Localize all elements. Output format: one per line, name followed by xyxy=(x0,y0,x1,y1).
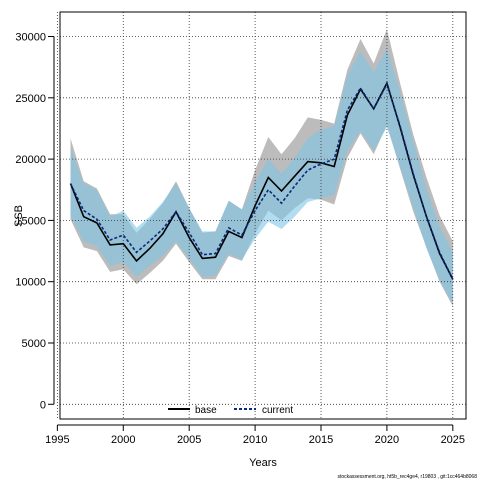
series-line-current xyxy=(69,82,454,280)
x-tick-label: 2005 xyxy=(177,434,201,446)
x-tick-label: 2025 xyxy=(441,434,465,446)
y-tick-label: 15000 xyxy=(15,215,46,227)
plot-frame xyxy=(59,11,467,420)
x-axis-title: Years xyxy=(249,457,277,469)
x-tick-label: 2015 xyxy=(309,434,333,446)
y-tick-label: 5000 xyxy=(22,338,46,350)
y-tick-label: 30000 xyxy=(15,32,46,44)
series-lines xyxy=(69,80,454,280)
y-tick-label: 25000 xyxy=(15,93,46,105)
series-line-base xyxy=(69,80,454,280)
confidence-bands xyxy=(70,29,453,307)
x-tick-label: 2010 xyxy=(243,434,267,446)
legend-label-current: current xyxy=(262,405,293,416)
band-current xyxy=(70,48,453,304)
legend: base current xyxy=(168,405,293,416)
x-tick-label: 1995 xyxy=(45,434,69,446)
y-axis: 0 5000 10000 15000 20000 25000 30000 xyxy=(15,32,55,411)
footnote: stockassessment.org, ht5b_rec4ge4, r1980… xyxy=(337,474,477,480)
x-axis: 1995 2000 2005 2010 2015 2020 2025 xyxy=(45,424,465,446)
y-tick-label: 10000 xyxy=(15,277,46,289)
legend-label-base: base xyxy=(195,405,217,416)
x-tick-label: 2000 xyxy=(111,434,135,446)
x-tick-label: 2020 xyxy=(375,434,399,446)
y-axis-title: SSB xyxy=(13,205,25,227)
y-tick-label: 20000 xyxy=(15,154,46,166)
y-tick-label: 0 xyxy=(40,399,46,411)
grid-lines xyxy=(56,12,466,419)
